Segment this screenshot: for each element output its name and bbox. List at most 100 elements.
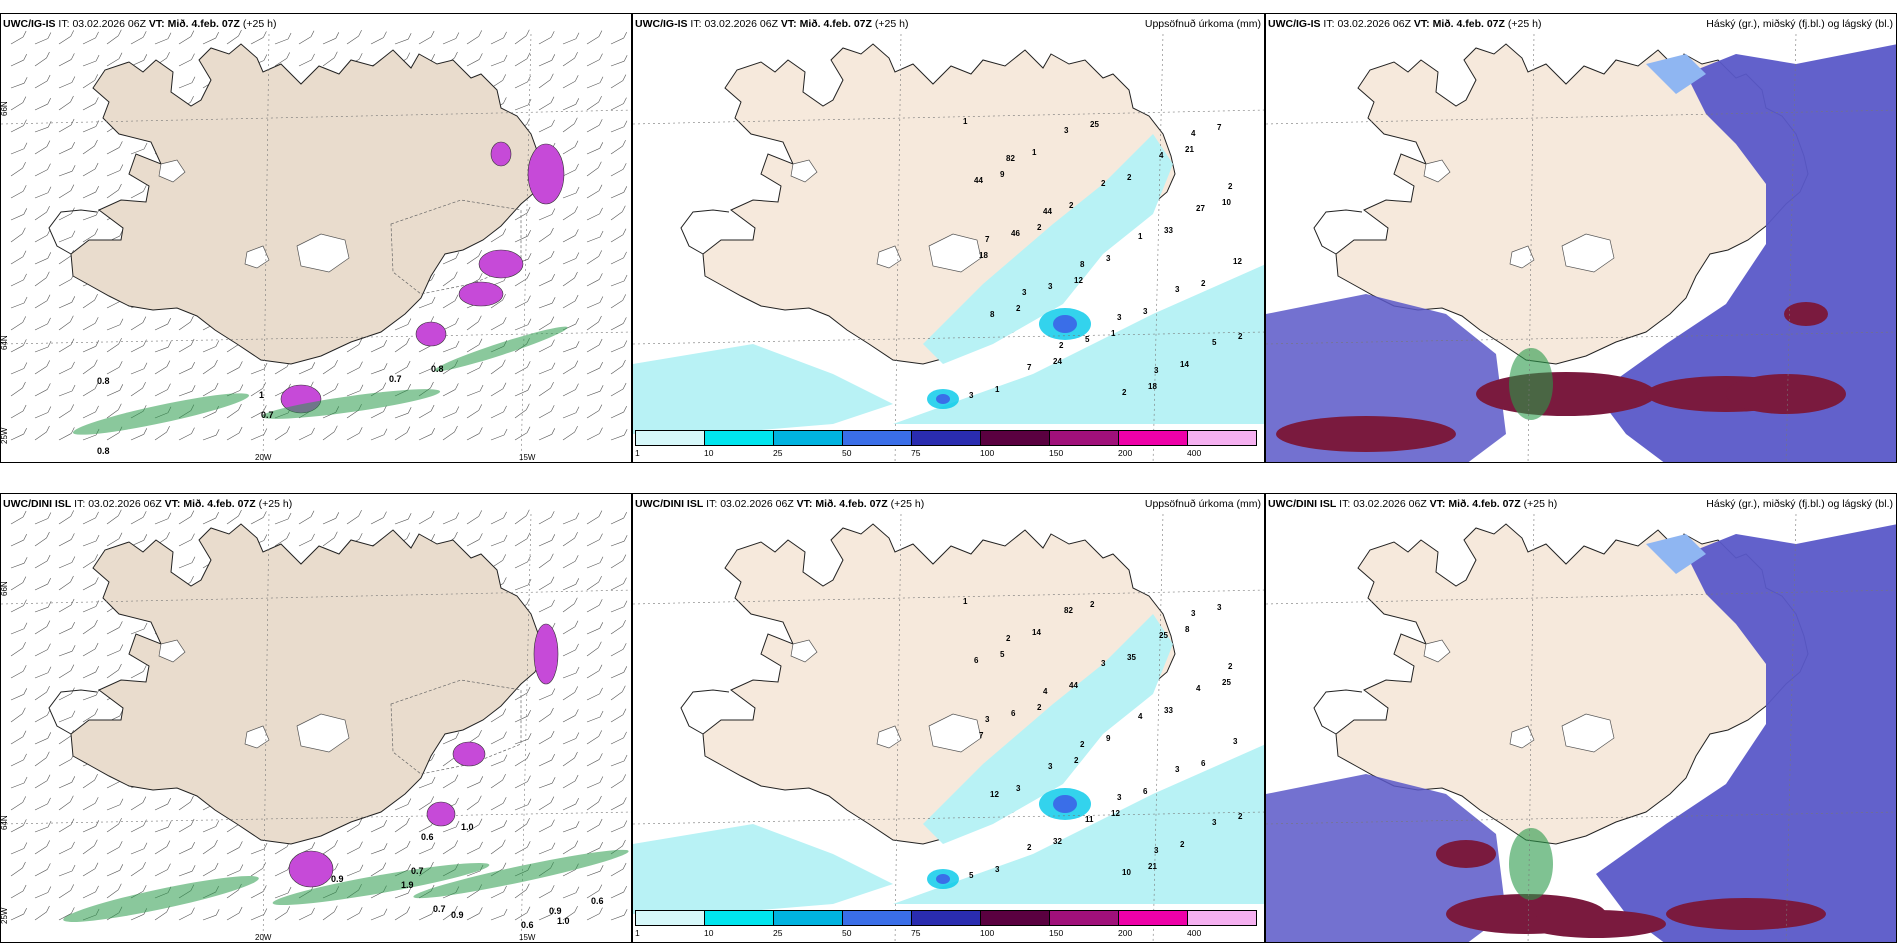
wind-barb xyxy=(479,361,483,368)
wind-barb xyxy=(94,162,99,170)
wind-barb xyxy=(623,820,628,827)
wind-barb xyxy=(334,360,338,367)
wind-barb xyxy=(58,650,73,657)
precip-value-label: 9 xyxy=(1106,734,1111,743)
wind-barb xyxy=(550,31,555,38)
wind-barb xyxy=(167,821,172,828)
wind-barb xyxy=(550,511,555,518)
wind-barb xyxy=(130,322,144,331)
glacier-outline xyxy=(928,713,982,753)
wind-barb xyxy=(34,780,48,789)
wind-barb xyxy=(382,862,387,869)
wind-barb xyxy=(10,36,24,45)
precip-value-label: 2 xyxy=(1006,634,1011,643)
wind-barb xyxy=(562,846,576,855)
wind-barb xyxy=(526,752,531,759)
wind-barb xyxy=(538,694,553,701)
wind-barb xyxy=(286,532,291,539)
precip-value-label: 12 xyxy=(1074,276,1083,285)
wind-barb xyxy=(527,798,532,805)
wind-value-label: 0.8 xyxy=(97,376,110,386)
wind-barb xyxy=(202,914,217,921)
precip-value-label: 3 xyxy=(1233,737,1238,746)
wind-barb xyxy=(562,38,577,45)
wind-barb xyxy=(599,556,604,563)
wind-barb xyxy=(22,96,27,103)
wind-barb xyxy=(610,434,625,441)
precip-value-label: 4 xyxy=(1043,687,1048,696)
wind-barb xyxy=(58,516,71,525)
wind-barb xyxy=(358,338,363,345)
wind-barb xyxy=(562,649,576,657)
wind-barb xyxy=(274,892,289,899)
precip-value-label: 3 xyxy=(1175,765,1180,774)
wind-barb xyxy=(610,606,625,613)
wind-barb xyxy=(23,77,28,84)
wind-barb xyxy=(514,715,528,723)
wind-barb xyxy=(23,776,28,784)
wind-barb xyxy=(514,81,528,89)
wind-barb xyxy=(538,914,552,921)
wind-barb xyxy=(394,366,408,375)
wind-barb xyxy=(575,383,579,390)
wind-barb xyxy=(287,886,292,894)
colorbar-segment: 150 xyxy=(1049,430,1119,458)
colorbar-segment: 100 xyxy=(980,430,1050,458)
precip-value-label: 5 xyxy=(969,871,974,880)
panel-header: UWC/DINI ISL IT: 03.02.2026 06Z VT: Mið.… xyxy=(635,498,925,510)
wind-barb xyxy=(23,599,27,606)
wind-barb xyxy=(418,848,433,855)
wind-barb xyxy=(10,102,24,111)
wind-barb xyxy=(70,598,75,606)
wind-barb xyxy=(586,628,600,635)
wind-barb xyxy=(575,797,579,805)
wind-barb xyxy=(10,628,25,635)
wind-barb xyxy=(622,382,627,390)
wind-barb xyxy=(574,686,579,693)
wind-barb xyxy=(82,714,96,723)
wind-barb xyxy=(23,273,27,280)
wind-barb xyxy=(514,104,529,111)
precip-value-label: 21 xyxy=(1185,145,1194,154)
wind-barb xyxy=(178,847,192,855)
wind-barb xyxy=(490,802,504,811)
wind-barb xyxy=(527,578,532,586)
wind-barb xyxy=(610,625,623,635)
wind-barb xyxy=(610,168,624,177)
wind-barb xyxy=(167,863,171,870)
wind-barb xyxy=(82,560,95,569)
wind-barb xyxy=(143,428,148,435)
wind-barb xyxy=(610,346,625,353)
wind-barb xyxy=(479,427,483,434)
wind-barb xyxy=(610,60,625,67)
precip-value-label: 2 xyxy=(1059,341,1064,350)
graticule-line xyxy=(520,513,532,942)
wind-barb xyxy=(562,146,576,155)
wind-barb xyxy=(106,432,120,441)
wind-barb xyxy=(623,577,627,584)
wind-barb xyxy=(214,382,219,390)
wind-barb xyxy=(442,780,456,789)
wind-barb xyxy=(538,782,553,789)
wind-barb xyxy=(599,841,603,849)
wind-barb xyxy=(610,80,624,89)
colorbar-segment: 25 xyxy=(773,910,843,938)
wind-barb xyxy=(106,870,120,877)
wind-barb xyxy=(514,301,528,309)
wind-barb xyxy=(202,37,216,45)
wind-barb xyxy=(250,388,263,397)
wind-barb xyxy=(191,533,195,540)
wind-barb xyxy=(202,517,216,525)
wind-barb xyxy=(599,622,604,629)
wind-barb xyxy=(490,737,504,745)
wind-barb xyxy=(610,540,625,547)
wind-barb xyxy=(431,273,435,280)
wind-barb xyxy=(47,797,51,804)
wind-barb xyxy=(454,905,458,913)
wind-barb xyxy=(311,427,315,434)
wind-barb xyxy=(287,32,292,40)
wind-barb xyxy=(47,820,52,828)
lon-label: 15W xyxy=(519,453,536,462)
wind-barb xyxy=(562,258,577,265)
wind-barb xyxy=(71,645,76,652)
